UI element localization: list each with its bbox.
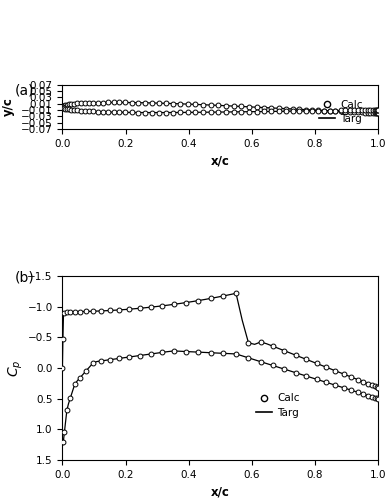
X-axis label: x/c: x/c <box>211 486 230 498</box>
Y-axis label: $C_p$: $C_p$ <box>6 360 25 377</box>
Legend: Calc, Targ: Calc, Targ <box>252 389 303 422</box>
Text: (b): (b) <box>15 270 35 284</box>
Text: (a): (a) <box>15 84 34 98</box>
Legend: Calc, Targ: Calc, Targ <box>315 96 367 128</box>
Y-axis label: y/c: y/c <box>2 98 15 116</box>
X-axis label: x/c: x/c <box>211 154 230 168</box>
